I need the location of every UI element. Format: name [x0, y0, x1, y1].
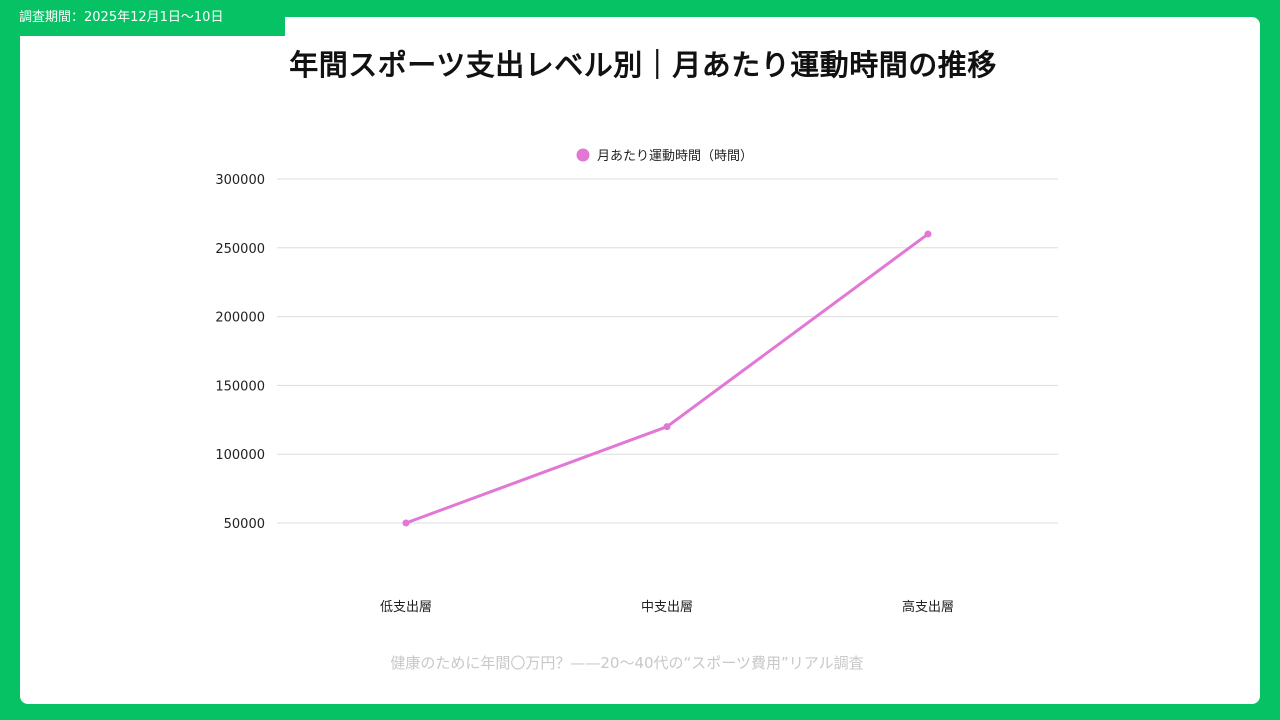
chart-card: [20, 17, 1260, 704]
gridlines: [277, 178, 1058, 524]
chart-legend: 月あたり運動時間（時間）: [576, 148, 753, 164]
y-tick-label: 250000: [215, 242, 265, 257]
data-point[interactable]: [663, 423, 671, 431]
survey-period-tag: 調査期間：2025年12月1日〜10日: [0, 0, 285, 36]
chart-title: 年間スポーツ支出レベル別｜月あたり運動時間の推移: [289, 48, 997, 82]
series-line: [405, 232, 929, 525]
data-point[interactable]: [924, 230, 932, 238]
y-tick-label: 100000: [215, 448, 265, 463]
series-layer: [402, 230, 932, 527]
x-category-label: 高支出層: [902, 599, 954, 615]
y-tick-label: 50000: [224, 517, 265, 532]
data-point[interactable]: [402, 519, 410, 527]
legend-label: 月あたり運動時間（時間）: [597, 149, 753, 164]
x-category-label: 中支出層: [641, 600, 693, 615]
y-axis-ticks: 50000 100000 150000 200000 250000 300000: [215, 173, 265, 532]
y-tick-label: 150000: [215, 379, 265, 394]
y-tick-label: 200000: [215, 311, 265, 326]
legend-marker: [576, 148, 590, 162]
x-axis-categories: 低支出層 中支出層 高支出層: [380, 599, 954, 615]
footer-caption: 健康のために年間〇万円？——20〜40代の“スポーツ費用”リアル調査: [390, 654, 864, 672]
y-tick-label: 300000: [215, 173, 265, 188]
x-category-label: 低支出層: [380, 600, 432, 615]
